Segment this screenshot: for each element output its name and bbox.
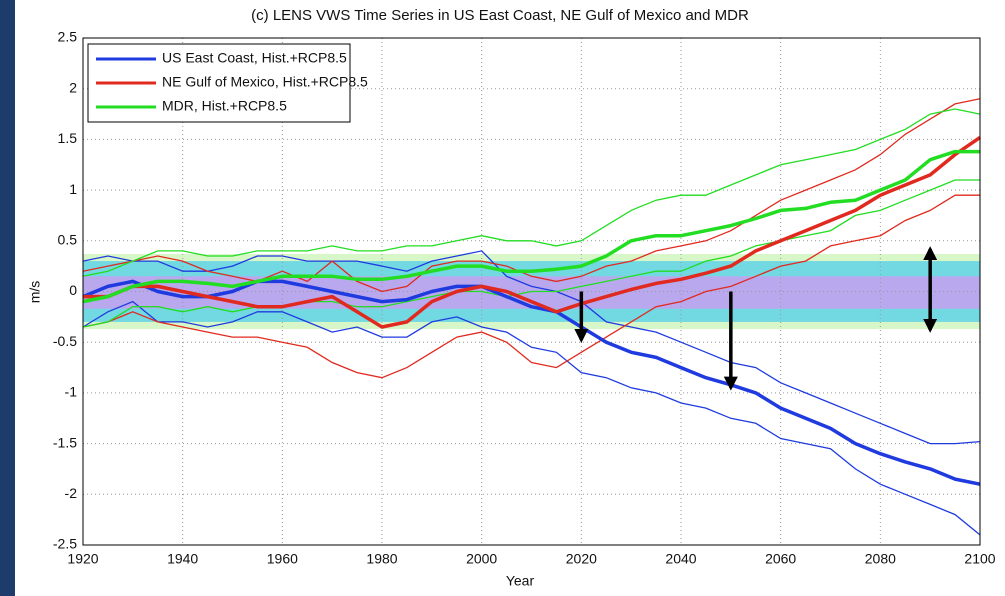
x-axis-label: Year xyxy=(506,573,535,589)
x-tick-label: 1920 xyxy=(67,551,98,567)
envelope-line xyxy=(82,179,980,328)
chart-title: (c) LENS VWS Time Series in US East Coas… xyxy=(251,7,749,24)
envelope-line xyxy=(82,98,981,293)
envelope-line xyxy=(82,300,981,536)
legend-label: MDR, Hist.+RCP8.5 xyxy=(162,98,287,114)
y-tick-label: 0 xyxy=(69,282,77,298)
x-tick-label: 2080 xyxy=(865,551,896,567)
y-tick-label: 2.5 xyxy=(58,29,78,45)
y-axis-label: m/s xyxy=(27,281,43,304)
envelope-line xyxy=(82,250,981,445)
y-tick-label: 1.5 xyxy=(58,130,78,146)
y-tick-label: 1 xyxy=(69,181,77,197)
envelope-line xyxy=(82,108,981,277)
series-line xyxy=(82,279,981,486)
y-tick-label: 2 xyxy=(69,79,77,95)
plot-frame xyxy=(82,37,981,546)
y-tick-label: -0.5 xyxy=(53,333,77,349)
x-tick-label: 2060 xyxy=(765,551,796,567)
x-tick-label: 1960 xyxy=(267,551,298,567)
band xyxy=(83,276,980,309)
y-tick-label: 0.5 xyxy=(58,232,78,248)
y-tick-label: -2.5 xyxy=(53,536,77,552)
legend-label: US East Coast, Hist.+RCP8.5 xyxy=(162,50,347,66)
x-tick-label: 2000 xyxy=(466,551,497,567)
series-line xyxy=(82,149,980,304)
legend-label: NE Gulf of Mexico, Hist.+RCP8.5 xyxy=(162,74,368,90)
y-tick-label: -1.5 xyxy=(53,434,77,450)
series-line xyxy=(83,135,981,329)
x-tick-label: 2020 xyxy=(566,551,597,567)
envelope-line xyxy=(82,194,980,379)
x-tick-label: 2100 xyxy=(964,551,995,567)
y-tick-label: -2 xyxy=(65,485,78,501)
x-tick-label: 1940 xyxy=(167,551,198,567)
y-tick-label: -1 xyxy=(65,384,78,400)
x-tick-label: 2040 xyxy=(665,551,696,567)
x-tick-label: 1980 xyxy=(366,551,397,567)
